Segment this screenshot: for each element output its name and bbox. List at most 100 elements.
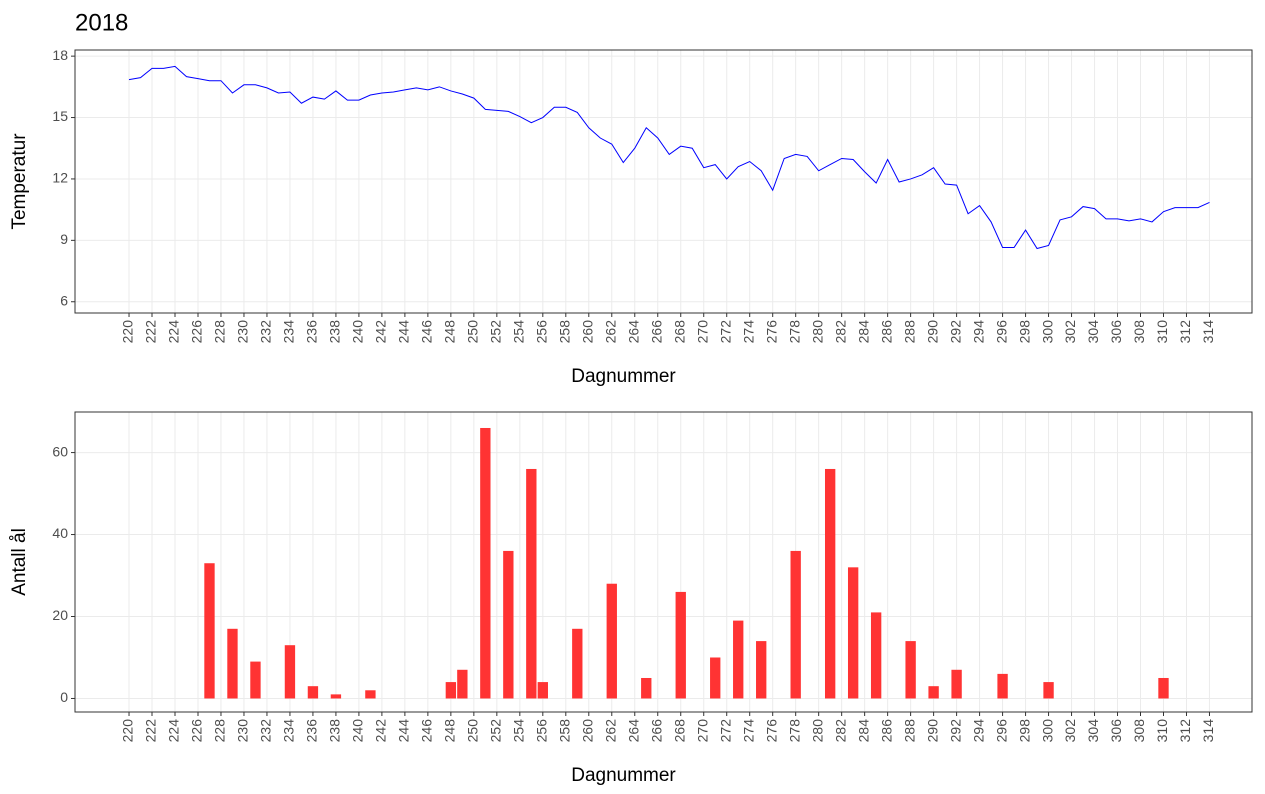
bar (330, 694, 342, 699)
x-tick-label: 224 (166, 320, 182, 344)
y-tick-label: 9 (60, 231, 68, 247)
x-tick-label: 224 (166, 719, 182, 743)
x-tick-label: 220 (120, 320, 136, 344)
bar (365, 690, 376, 699)
x-tick-label: 250 (465, 719, 481, 743)
x-tick-label: 302 (1062, 320, 1078, 344)
bar (790, 550, 801, 699)
x-tick-label: 300 (1039, 719, 1055, 743)
bar (756, 641, 767, 699)
x-tick-label: 282 (832, 719, 848, 743)
x-tick-label: 222 (143, 719, 159, 743)
chart-title: 2018 (75, 9, 128, 36)
bar (227, 628, 238, 699)
bar (1158, 677, 1169, 699)
x-tick-label: 274 (740, 719, 756, 743)
bar (641, 677, 652, 699)
x-tick-label: 282 (832, 320, 848, 344)
x-tick-label: 304 (1085, 320, 1101, 344)
x-tick-label: 260 (579, 320, 595, 344)
bar (284, 645, 296, 699)
y-tick-label: 12 (52, 170, 68, 186)
x-tick-label: 226 (189, 320, 205, 344)
x-tick-label: 314 (1200, 320, 1216, 344)
bar (824, 468, 836, 699)
x-tick-label: 270 (694, 719, 710, 743)
y-tick-label: 20 (52, 607, 68, 623)
bar (503, 550, 514, 699)
bar (457, 669, 468, 699)
x-tick-label: 236 (304, 320, 320, 344)
bar (733, 620, 744, 699)
bar (847, 567, 859, 699)
bar (997, 673, 1008, 699)
x-tick-label: 310 (1154, 719, 1170, 743)
x-tick-label: 308 (1131, 320, 1147, 344)
x-tick-label: 234 (281, 320, 297, 344)
x-tick-label: 244 (396, 320, 412, 344)
x-tick-label: 312 (1177, 320, 1193, 344)
y-tick-label: 18 (52, 47, 68, 63)
bar (204, 563, 215, 699)
x-tick-label: 260 (579, 719, 595, 743)
x-tick-label: 302 (1062, 719, 1078, 743)
x-tick-label: 278 (786, 719, 802, 743)
x-tick-label: 244 (396, 719, 412, 743)
x-tick-label: 286 (878, 320, 894, 344)
x-tick-label: 268 (671, 719, 687, 743)
x-tick-label: 238 (327, 320, 343, 344)
x-tick-label: 314 (1200, 719, 1216, 743)
x-tick-label: 288 (901, 719, 917, 743)
y-axis-title: Antall ål (9, 528, 30, 596)
x-tick-label: 272 (717, 719, 733, 743)
y-tick-label: 40 (52, 525, 68, 541)
x-tick-label: 240 (350, 719, 366, 743)
x-tick-label: 228 (212, 320, 228, 344)
x-tick-label: 280 (809, 320, 825, 344)
y-tick-label: 6 (60, 292, 68, 308)
x-tick-label: 298 (1016, 320, 1032, 344)
x-tick-label: 304 (1085, 719, 1101, 743)
x-tick-label: 242 (373, 719, 389, 743)
x-tick-label: 240 (350, 320, 366, 344)
bar (951, 669, 962, 699)
bar (870, 612, 882, 699)
bar (445, 682, 457, 699)
x-tick-label: 234 (281, 719, 297, 743)
y-tick-label: 60 (52, 443, 68, 459)
x-tick-label: 264 (625, 719, 641, 743)
x-tick-label: 306 (1108, 719, 1124, 743)
x-tick-label: 276 (763, 719, 779, 743)
x-tick-label: 264 (625, 320, 641, 344)
bar (606, 583, 617, 699)
x-tick-label: 266 (648, 320, 664, 344)
x-tick-label: 246 (419, 320, 435, 344)
x-tick-label: 250 (465, 320, 481, 344)
bar (710, 657, 721, 699)
x-axis-title: Dagnummer (571, 765, 676, 786)
x-tick-label: 254 (511, 719, 527, 743)
x-tick-label: 270 (694, 320, 710, 344)
x-tick-label: 308 (1131, 719, 1147, 743)
x-tick-label: 276 (763, 320, 779, 344)
x-tick-label: 226 (189, 719, 205, 743)
x-tick-label: 236 (304, 719, 320, 743)
x-tick-label: 290 (924, 719, 940, 743)
x-tick-label: 284 (855, 320, 871, 344)
bar (526, 468, 537, 699)
x-tick-label: 310 (1154, 320, 1170, 344)
x-tick-label: 312 (1177, 719, 1193, 743)
bar (572, 628, 583, 699)
x-tick-label: 296 (993, 719, 1009, 743)
x-tick-label: 266 (648, 719, 664, 743)
x-tick-label: 248 (442, 320, 458, 344)
x-tick-label: 256 (534, 320, 550, 344)
x-tick-label: 278 (786, 320, 802, 344)
x-tick-label: 254 (511, 320, 527, 344)
x-tick-label: 262 (602, 320, 618, 344)
x-tick-label: 262 (602, 719, 618, 743)
x-tick-label: 284 (855, 719, 871, 743)
x-tick-label: 294 (970, 320, 986, 344)
x-tick-label: 256 (534, 719, 550, 743)
